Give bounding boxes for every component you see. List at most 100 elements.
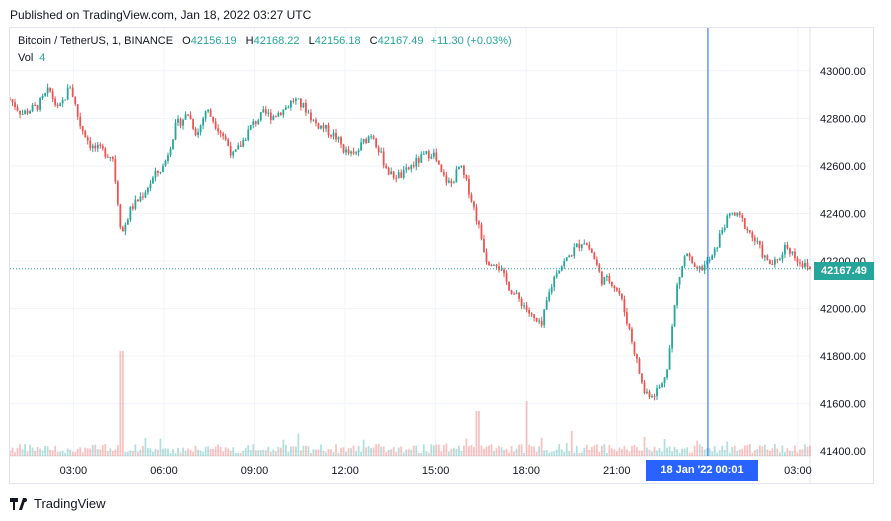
candle-body xyxy=(121,227,124,232)
candle-body xyxy=(269,112,272,120)
volume-bar xyxy=(392,447,395,456)
high-label: H xyxy=(245,35,254,47)
candle-body xyxy=(748,230,751,233)
candle-body xyxy=(478,221,480,225)
volume-bar xyxy=(194,445,197,456)
symbol-label[interactable]: Bitcoin / TetherUS, 1, BINANCE xyxy=(18,35,174,47)
volume-bar xyxy=(74,452,77,456)
volume-bar xyxy=(508,452,510,456)
candle-body xyxy=(305,102,307,113)
candle-body xyxy=(615,287,618,291)
volume-bar xyxy=(51,450,54,456)
candle-body xyxy=(267,112,270,114)
volume-bar xyxy=(174,452,177,456)
candle-body xyxy=(631,328,633,342)
volume-bar xyxy=(34,450,36,456)
volume-bar xyxy=(600,445,603,456)
volume-bar xyxy=(169,452,172,456)
volume-bar xyxy=(628,451,631,456)
candle-body xyxy=(370,136,373,138)
candle-body xyxy=(372,136,375,139)
volume-bar xyxy=(799,449,801,456)
volume-bar xyxy=(320,444,322,456)
volume-bar xyxy=(570,430,573,456)
candle-body xyxy=(686,253,689,257)
volume-bar xyxy=(157,449,159,456)
candle-body xyxy=(779,258,781,260)
time-tick-label: 15:00 xyxy=(422,465,450,477)
candle-body xyxy=(786,244,789,249)
candle-body xyxy=(54,98,57,106)
volume-bar xyxy=(603,444,606,456)
volume-bar xyxy=(723,449,726,456)
volume-bar xyxy=(698,444,701,456)
volume-bar xyxy=(656,450,658,456)
volume-bar xyxy=(713,445,716,456)
volume-bar xyxy=(743,445,746,456)
candle-body xyxy=(600,271,603,285)
volume-bar xyxy=(651,451,653,456)
volume-bar xyxy=(716,452,719,456)
volume-bar xyxy=(763,444,766,456)
candle-body xyxy=(440,164,443,173)
candle-body xyxy=(726,215,729,228)
volume-bar xyxy=(588,449,591,456)
volume-bar xyxy=(357,445,360,456)
volume-bar xyxy=(380,446,383,456)
candle-body xyxy=(76,104,79,117)
open-value: 42156.19 xyxy=(190,35,237,47)
price-tick-label: 42800.00 xyxy=(820,113,866,125)
candle-body xyxy=(804,262,806,268)
volume-bar xyxy=(761,446,764,456)
candle-body xyxy=(693,263,696,267)
volume-bar xyxy=(668,446,671,456)
volume-bar xyxy=(618,447,621,456)
candle-body xyxy=(41,95,44,99)
volume-bar xyxy=(71,451,74,456)
volume-bar xyxy=(207,446,210,456)
candle-body xyxy=(172,139,174,149)
candle-body xyxy=(94,145,97,149)
volume-bar xyxy=(681,448,684,456)
candle-body xyxy=(605,275,608,278)
candle-body xyxy=(480,224,483,239)
volume-bar xyxy=(533,446,536,456)
published-caption: Published on TradingView.com, Jan 18, 20… xyxy=(10,8,312,22)
candle-body xyxy=(74,96,77,105)
volume-bar xyxy=(786,448,789,456)
volume-bar xyxy=(621,449,623,456)
volume-bar xyxy=(658,448,661,456)
volume-bar xyxy=(382,446,385,456)
candle-body xyxy=(540,320,543,326)
volume-bar xyxy=(247,445,250,456)
candle-body xyxy=(751,232,754,238)
volume-bar xyxy=(500,447,503,456)
candle-body xyxy=(447,180,450,183)
candle-body xyxy=(239,145,242,147)
candle-body xyxy=(81,126,84,131)
candle-body xyxy=(310,112,312,121)
candle-body xyxy=(209,109,212,117)
candle-body xyxy=(29,111,31,114)
candle-body xyxy=(124,224,127,232)
candle-body xyxy=(711,255,714,260)
volume-bar xyxy=(294,446,297,456)
volume-bar xyxy=(86,448,89,456)
candle-body xyxy=(646,391,648,393)
volume-bar xyxy=(229,450,232,456)
volume-bar xyxy=(279,447,282,456)
candle-body xyxy=(164,160,167,166)
candle-body xyxy=(738,212,741,216)
volume-bar xyxy=(422,444,425,456)
candle-body xyxy=(214,121,217,129)
candle-body xyxy=(159,172,162,174)
candle-body xyxy=(259,112,262,121)
volume-bar xyxy=(56,451,59,456)
candle-body xyxy=(337,137,340,140)
volume-bar xyxy=(182,447,184,456)
price-chart[interactable]: 41400.0041600.0041800.0042000.0042200.00… xyxy=(10,28,874,484)
candle-body xyxy=(149,183,152,188)
volume-bar xyxy=(222,451,225,456)
candle-body xyxy=(16,107,19,111)
volume-bar xyxy=(663,439,666,456)
